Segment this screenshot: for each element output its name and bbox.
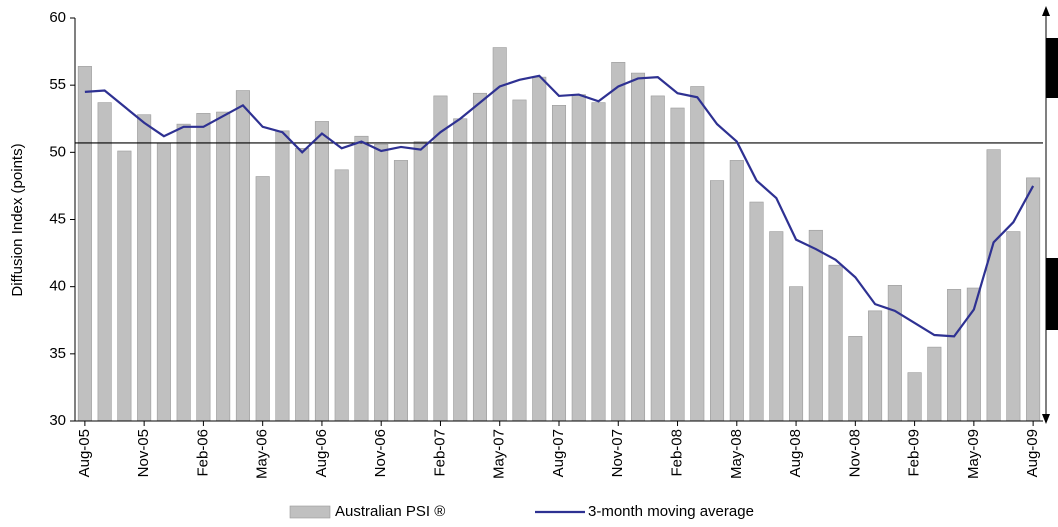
bar (789, 286, 804, 422)
bar (710, 180, 725, 422)
bar (117, 150, 132, 422)
bar (374, 143, 389, 422)
bar (670, 107, 685, 422)
y-tick-label: 50 (49, 143, 66, 160)
bar (848, 336, 863, 422)
bar (453, 118, 468, 422)
y-tick-label: 35 (49, 345, 66, 362)
bar (334, 169, 349, 422)
bar (887, 285, 902, 422)
bar (769, 231, 784, 422)
bar (907, 372, 922, 422)
x-tick-label: Aug-09 (1024, 429, 1041, 477)
x-tick-label: May-07 (491, 429, 508, 479)
x-tick-label: Aug-05 (76, 429, 93, 477)
x-tick-label: Nov-07 (609, 429, 626, 477)
x-tick-label: Aug-07 (550, 429, 567, 477)
x-tick-label: Feb-07 (431, 429, 448, 477)
line-series (84, 74, 1035, 338)
bar (571, 94, 586, 422)
bar (986, 149, 1001, 422)
bar (551, 105, 567, 422)
bar (868, 310, 883, 422)
bar (393, 160, 408, 422)
bar (690, 86, 705, 422)
y-tick-label: 40 (49, 278, 66, 295)
x-tick-label: May-08 (728, 429, 745, 479)
bar (631, 72, 646, 422)
x-tick-label: Aug-06 (313, 429, 330, 477)
x-tick-label: Nov-06 (372, 429, 389, 477)
bar (295, 148, 310, 422)
bar (156, 142, 171, 422)
bar (354, 135, 369, 422)
side-block (1046, 258, 1058, 330)
bar (1026, 177, 1041, 422)
bar (77, 66, 92, 422)
x-tick-label: Nov-08 (846, 429, 863, 477)
bar (137, 114, 152, 422)
x-tick-label: May-06 (254, 429, 271, 479)
bar (492, 47, 507, 422)
bar (413, 141, 428, 422)
y-tick-label: 45 (49, 210, 66, 227)
bar (650, 95, 665, 422)
bar (532, 76, 547, 422)
bar (255, 176, 270, 422)
legend-label: Australian PSI ® (335, 503, 445, 520)
bar (927, 346, 942, 422)
bar (808, 229, 823, 422)
y-tick-label: 30 (49, 412, 66, 429)
bar (611, 62, 626, 422)
y-tick-label: 55 (49, 76, 66, 93)
legend-swatch (289, 505, 331, 519)
y-tick-label: 60 (49, 9, 66, 26)
bar (729, 160, 744, 422)
bar (512, 99, 527, 422)
legend-label: 3-month moving average (588, 503, 754, 520)
bar (1006, 231, 1021, 422)
bar (828, 264, 843, 422)
x-tick-label: Feb-06 (194, 429, 211, 477)
x-tick-label: Nov-05 (135, 429, 152, 477)
bar (433, 95, 448, 422)
bar (196, 113, 211, 422)
y-axis-label: Diffusion Index (points) (9, 143, 26, 296)
x-tick-label: Feb-08 (668, 429, 685, 477)
x-tick-label: May-09 (965, 429, 982, 479)
x-tick-label: Aug-08 (787, 429, 804, 477)
x-tick-label: Feb-09 (906, 429, 923, 477)
side-block (1046, 38, 1058, 98)
bar (749, 201, 764, 422)
bar (591, 102, 606, 422)
bar (314, 121, 329, 422)
bar (947, 289, 962, 422)
bar (97, 102, 112, 422)
bar (275, 130, 290, 422)
bar (216, 111, 231, 422)
bar (176, 123, 191, 422)
bar (235, 90, 250, 422)
